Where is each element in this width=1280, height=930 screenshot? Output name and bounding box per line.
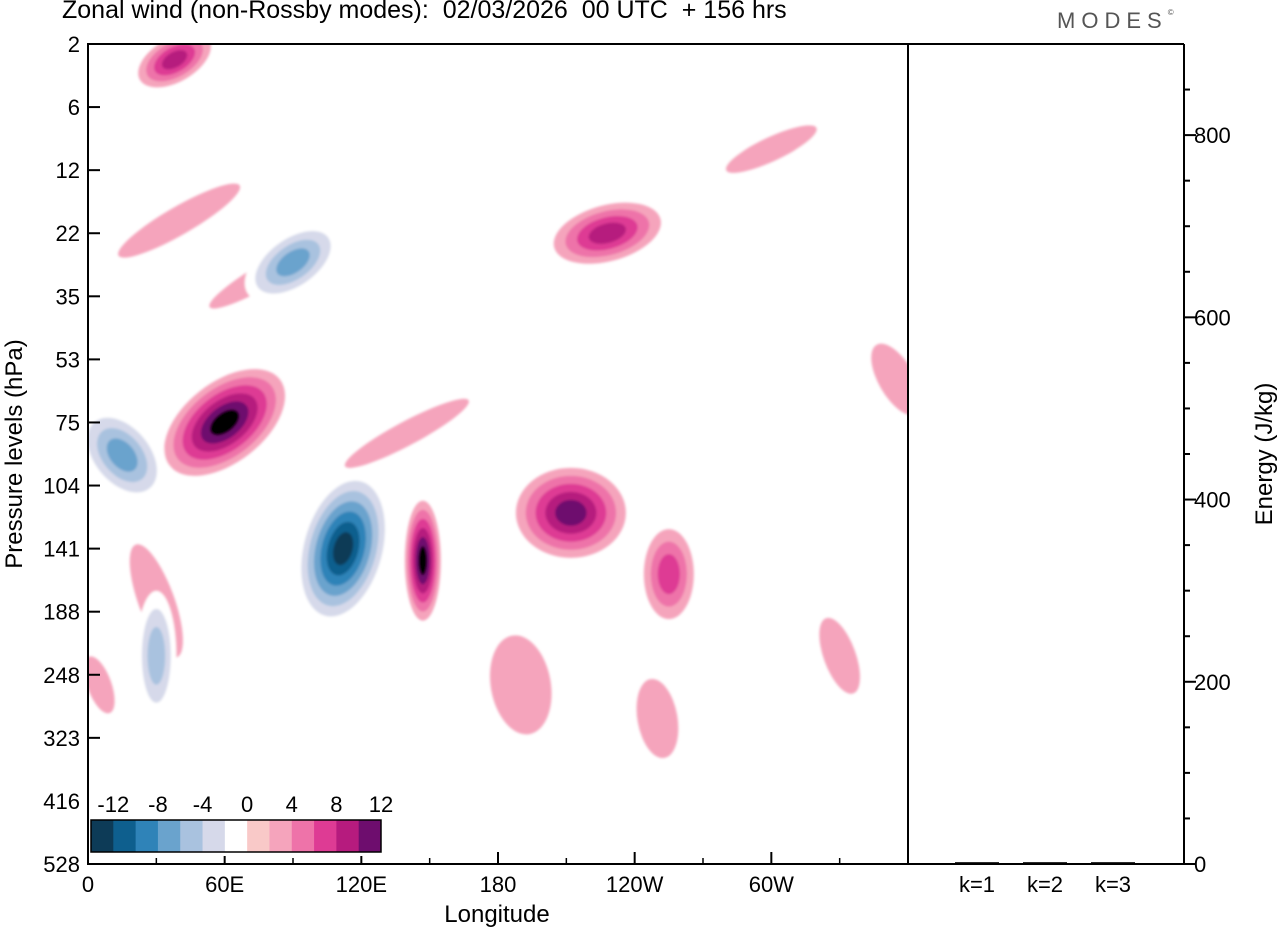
energy-axis: 0 200 400 600 800 [1184, 88, 1231, 877]
x-tick-label: 120W [606, 872, 664, 897]
contour-level [555, 499, 587, 526]
contour-streak [433, 678, 495, 759]
energy-bar [955, 862, 999, 864]
contour-streak [871, 343, 908, 416]
contour-level [210, 409, 240, 436]
contour-streak [408, 159, 542, 207]
contour-streak [772, 596, 816, 673]
contour-level [332, 532, 354, 566]
colorbar-swatch [224, 820, 248, 852]
contour-streak [636, 678, 679, 759]
x-axis: 0 60E 120E 180 120W 60W [82, 852, 841, 897]
contour-streak [344, 398, 469, 468]
y-tick-label: 75 [56, 410, 80, 435]
x-tick-label: 0 [82, 872, 94, 897]
y-tick-label: 188 [43, 600, 80, 625]
colorbar-swatch [291, 820, 315, 852]
contour-streak [118, 183, 241, 258]
contour-streak [644, 360, 762, 399]
x-tick-label: 60W [749, 872, 794, 897]
contour-streak [819, 617, 860, 694]
contour-streak [725, 125, 817, 173]
y-tick-label: 22 [56, 221, 80, 246]
contour-streak [806, 51, 873, 100]
x-tick-label: 120E [336, 872, 387, 897]
y-tick-label: 2 [68, 32, 80, 57]
contour-level [418, 546, 428, 576]
energy-bar-label: k=1 [959, 872, 995, 897]
contour-streak [489, 635, 552, 735]
colorbar-label: 12 [369, 792, 393, 817]
colorbar-label: -12 [97, 792, 129, 817]
contour-streak [565, 280, 704, 312]
energy-bar [1091, 862, 1135, 864]
energy-tick-label: 0 [1194, 852, 1206, 877]
contour-streak [88, 656, 115, 714]
x-axis-title: Longitude [444, 901, 549, 928]
energy-bar [1023, 862, 1067, 864]
contour-level [657, 554, 680, 595]
y-tick-label: 323 [43, 726, 80, 751]
contour-streak [109, 65, 249, 149]
modes-logo: MODES© [1057, 8, 1174, 33]
energy-bar-label: k=2 [1027, 872, 1063, 897]
y-tick-label: 12 [56, 158, 80, 183]
contour-level [276, 248, 310, 277]
colorbar-swatch [157, 820, 181, 852]
x-tick-label: 180 [480, 872, 517, 897]
y-tick-label: 416 [43, 789, 80, 814]
colorbar-label: 8 [330, 792, 342, 817]
contour-level [161, 50, 188, 70]
contour-streak [868, 635, 902, 735]
contour-streak [495, 297, 592, 330]
y-tick-label: 53 [56, 347, 80, 372]
colorbar-swatch [91, 820, 114, 852]
contour-level [147, 626, 166, 685]
energy-bars: k=1 k=2 k=3 [955, 862, 1135, 897]
energy-axis-title: Energy (J/kg) [1251, 383, 1278, 526]
energy-tick-label: 200 [1194, 670, 1231, 695]
y-tick-label: 248 [43, 663, 80, 688]
contour-level [106, 438, 138, 472]
y-tick-label: 528 [43, 852, 80, 877]
colorbar-swatch [135, 820, 159, 852]
colorbar-swatch [336, 820, 360, 852]
colorbar-swatch [314, 820, 337, 852]
colorbar: -12 -8 -4 0 4 8 12 [89, 784, 393, 856]
colorbar-label: 4 [286, 792, 298, 817]
contour-level [588, 222, 626, 244]
contour-streak [876, 484, 908, 541]
colorbar-swatch [202, 820, 226, 852]
colorbar-swatch [358, 820, 382, 852]
colorbar-label: 0 [241, 792, 253, 817]
energy-tick-label: 400 [1194, 488, 1231, 513]
y-axis-title: Pressure levels (hPa) [1, 339, 28, 568]
colorbar-label: -4 [193, 792, 213, 817]
contour-streak [88, 44, 185, 78]
colorbar-swatch [180, 820, 204, 852]
colorbar-label: -8 [148, 792, 168, 817]
chart-title: Zonal wind (non-Rossby modes): 02/03/202… [62, 0, 787, 24]
colorbar-frame [90, 819, 382, 853]
y-tick-label: 35 [56, 284, 80, 309]
y-tick-label: 104 [43, 474, 80, 499]
colorbar-swatch [269, 820, 293, 852]
contour-field [88, 44, 908, 759]
colorbar-swatch [113, 820, 137, 852]
y-tick-label: 141 [43, 537, 80, 562]
energy-tick-label: 600 [1194, 305, 1231, 330]
colorbar-swatch [247, 820, 270, 852]
y-tick-label: 6 [68, 95, 80, 120]
y-axis: 2 6 12 22 35 53 75 104 141 188 248 323 416 528 [43, 32, 100, 877]
energy-tick-label: 800 [1194, 123, 1231, 148]
contour-streak [300, 103, 468, 174]
x-tick-label: 60E [205, 872, 244, 897]
energy-bar-label: k=3 [1095, 872, 1131, 897]
